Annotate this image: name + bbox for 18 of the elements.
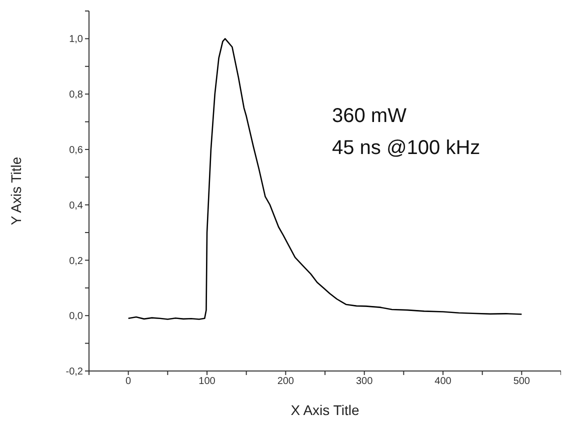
y-tick-label: 0,2 — [69, 256, 84, 267]
y-tick-label: -0,2 — [66, 366, 84, 378]
x-tick-label: 200 — [277, 376, 294, 388]
x-tick-label: 100 — [198, 376, 216, 388]
x-tick-label: 500 — [513, 376, 530, 388]
y-tick-label: 0,8 — [69, 90, 84, 101]
y-tick-label: 1,0 — [69, 34, 84, 46]
line-series — [128, 38, 522, 320]
x-tick-label: 0 — [126, 376, 132, 388]
x-tick-label: 400 — [434, 376, 452, 388]
annotation: 360 mW — [332, 104, 408, 129]
annotation: 45 ns @100 kHz — [332, 136, 480, 161]
x-axis-title: X Axis Title — [290, 402, 360, 418]
y-tick-label: 0,6 — [69, 145, 84, 156]
x-tick-label: 300 — [356, 376, 374, 388]
y-tick-label: 0,4 — [69, 200, 84, 212]
y-tick-label: 0,0 — [69, 311, 84, 322]
y-axis-title: Y Axis Title — [8, 156, 24, 226]
